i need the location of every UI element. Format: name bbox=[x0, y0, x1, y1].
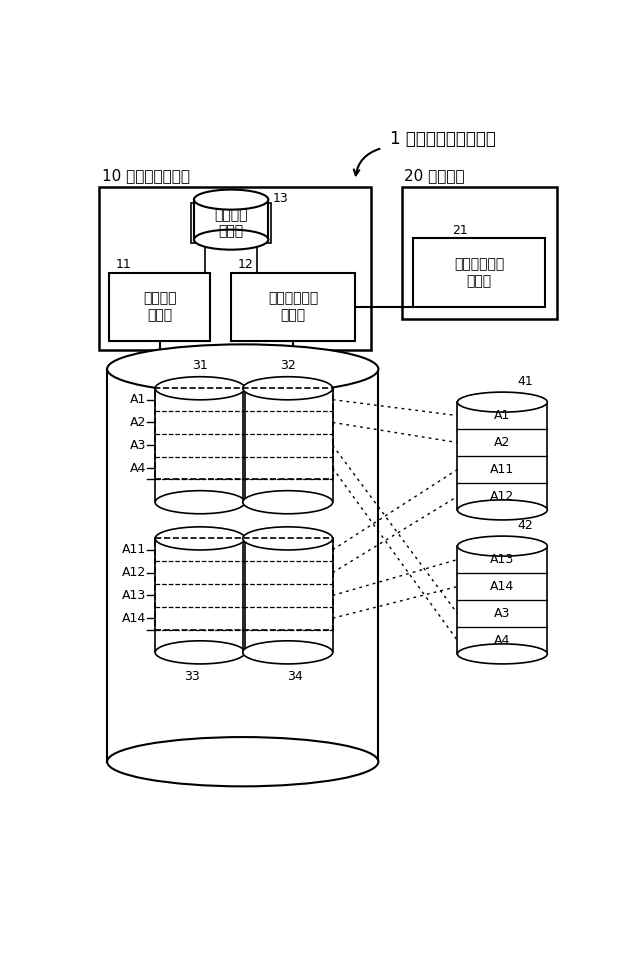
Text: A3: A3 bbox=[494, 607, 511, 620]
Text: 42: 42 bbox=[518, 520, 534, 532]
Polygon shape bbox=[243, 539, 333, 653]
Text: 13: 13 bbox=[272, 192, 288, 204]
Text: A11: A11 bbox=[490, 463, 515, 476]
Text: A1: A1 bbox=[494, 409, 511, 422]
Ellipse shape bbox=[155, 491, 245, 514]
Text: A3: A3 bbox=[129, 439, 146, 452]
Text: データ無効化
処理部: データ無効化 処理部 bbox=[268, 291, 318, 322]
Text: 34: 34 bbox=[287, 670, 303, 683]
Text: 11: 11 bbox=[116, 258, 131, 271]
Text: A4: A4 bbox=[129, 462, 146, 474]
Ellipse shape bbox=[155, 641, 245, 664]
Text: A14: A14 bbox=[122, 612, 146, 625]
Text: アクセス
処理部: アクセス 処理部 bbox=[143, 291, 177, 322]
Polygon shape bbox=[458, 402, 547, 510]
Polygon shape bbox=[243, 388, 333, 502]
Ellipse shape bbox=[107, 344, 378, 393]
Text: A13: A13 bbox=[490, 553, 515, 566]
Text: 32: 32 bbox=[280, 359, 296, 372]
Text: 1 ストレージシステム: 1 ストレージシステム bbox=[390, 130, 496, 148]
Text: 12: 12 bbox=[237, 258, 253, 271]
FancyBboxPatch shape bbox=[191, 203, 271, 244]
Ellipse shape bbox=[243, 377, 333, 400]
Text: 10 ストレージ装置: 10 ストレージ装置 bbox=[102, 168, 189, 182]
Ellipse shape bbox=[458, 392, 547, 413]
FancyBboxPatch shape bbox=[231, 273, 355, 340]
Text: 41: 41 bbox=[518, 375, 534, 388]
Ellipse shape bbox=[155, 527, 245, 549]
Ellipse shape bbox=[194, 229, 268, 250]
Ellipse shape bbox=[458, 500, 547, 520]
Text: 33: 33 bbox=[184, 670, 200, 683]
Text: 20 管理装置: 20 管理装置 bbox=[404, 168, 465, 182]
Text: 21: 21 bbox=[452, 224, 468, 236]
Text: A11: A11 bbox=[122, 544, 146, 556]
Text: 暗号キー
記憶部: 暗号キー 記憶部 bbox=[214, 208, 248, 238]
Text: A14: A14 bbox=[490, 580, 515, 593]
Text: A13: A13 bbox=[122, 589, 146, 602]
Polygon shape bbox=[155, 539, 245, 653]
Ellipse shape bbox=[458, 536, 547, 556]
Ellipse shape bbox=[155, 377, 245, 400]
Ellipse shape bbox=[243, 641, 333, 664]
Ellipse shape bbox=[243, 491, 333, 514]
Text: A12: A12 bbox=[122, 566, 146, 579]
Text: A2: A2 bbox=[494, 436, 511, 449]
Text: A1: A1 bbox=[129, 393, 146, 406]
Polygon shape bbox=[194, 200, 268, 240]
Text: データ無効化
制御部: データ無効化 制御部 bbox=[454, 257, 504, 288]
FancyBboxPatch shape bbox=[109, 273, 210, 340]
Text: A12: A12 bbox=[490, 490, 515, 503]
Polygon shape bbox=[155, 388, 245, 502]
FancyBboxPatch shape bbox=[99, 186, 371, 350]
Text: 31: 31 bbox=[192, 359, 208, 372]
FancyBboxPatch shape bbox=[413, 238, 545, 308]
Ellipse shape bbox=[243, 527, 333, 549]
FancyBboxPatch shape bbox=[402, 186, 557, 319]
Text: A2: A2 bbox=[129, 415, 146, 429]
Ellipse shape bbox=[458, 644, 547, 664]
Polygon shape bbox=[458, 547, 547, 654]
Text: A4: A4 bbox=[494, 634, 511, 647]
Ellipse shape bbox=[194, 190, 268, 209]
Ellipse shape bbox=[107, 737, 378, 787]
